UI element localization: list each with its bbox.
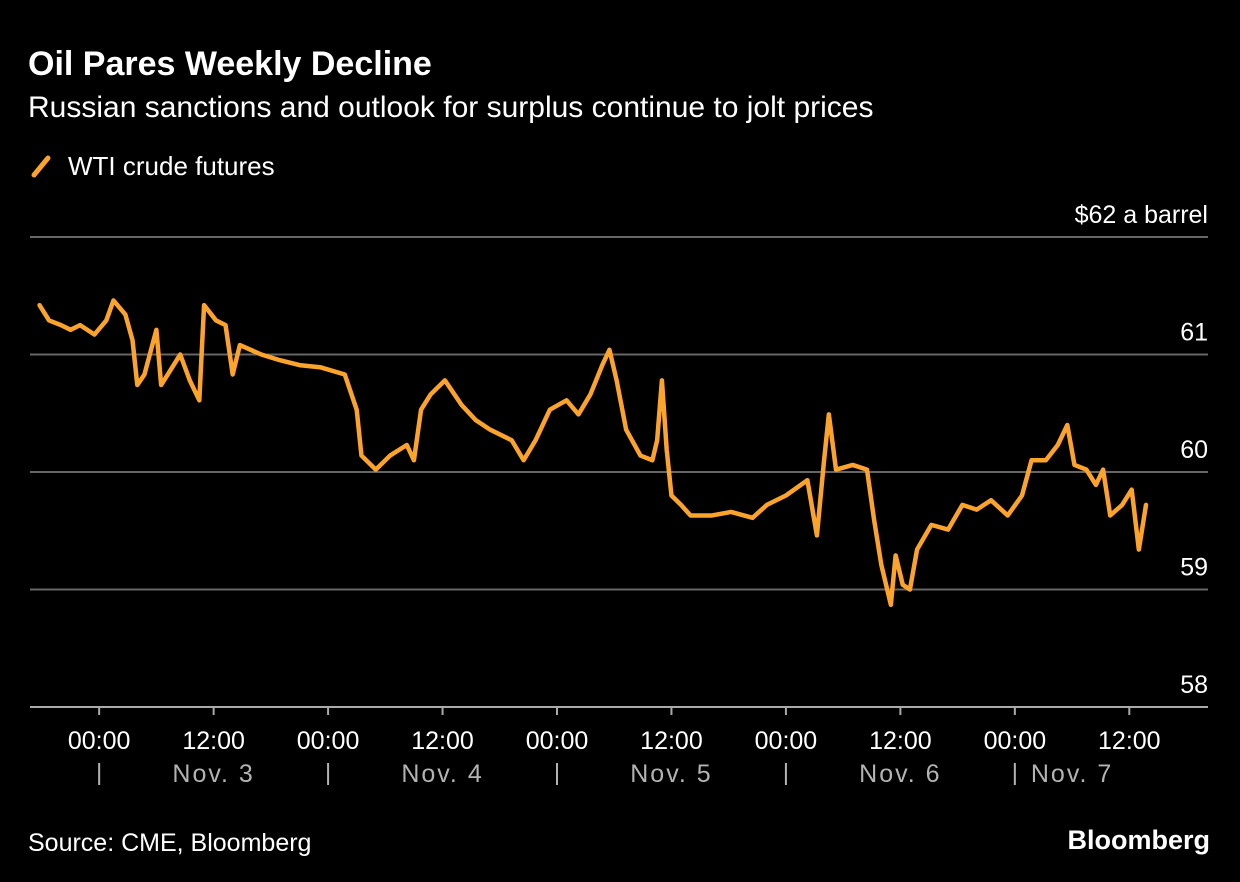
day-label: Nov. 6	[859, 760, 941, 788]
x-tick-label: 00:00	[68, 727, 131, 755]
y-tick-label: 60	[1180, 436, 1208, 464]
x-tick-label: 12:00	[182, 727, 245, 755]
day-label: Nov. 4	[401, 760, 483, 788]
x-tick-label: 12:00	[411, 727, 474, 755]
x-tick-label: 00:00	[984, 727, 1047, 755]
x-tick-label: 00:00	[526, 727, 589, 755]
chart-title: Oil Pares Weekly Decline	[28, 45, 432, 83]
y-tick-label: $62 a barrel	[1075, 201, 1208, 229]
x-tick-label: 12:00	[640, 727, 703, 755]
day-label: Nov. 7	[1031, 760, 1113, 788]
day-label: Nov. 3	[172, 760, 254, 788]
y-tick-label: 61	[1180, 319, 1208, 347]
brand: Bloomberg	[1067, 825, 1210, 855]
y-tick-label: 59	[1180, 554, 1208, 582]
x-tick-label: 00:00	[297, 727, 360, 755]
day-label: Nov. 5	[630, 760, 712, 788]
x-tick-label: 12:00	[1098, 727, 1161, 755]
legend-swatch	[31, 155, 51, 178]
source: Source: CME, Bloomberg	[28, 829, 311, 857]
chart-subtitle: Russian sanctions and outlook for surplu…	[28, 91, 873, 124]
legend-label: WTI crude futures	[68, 151, 275, 181]
y-tick-label: 58	[1180, 671, 1208, 699]
x-tick-label: 00:00	[755, 727, 818, 755]
price-line	[37, 298, 1149, 608]
x-tick-label: 12:00	[869, 727, 932, 755]
